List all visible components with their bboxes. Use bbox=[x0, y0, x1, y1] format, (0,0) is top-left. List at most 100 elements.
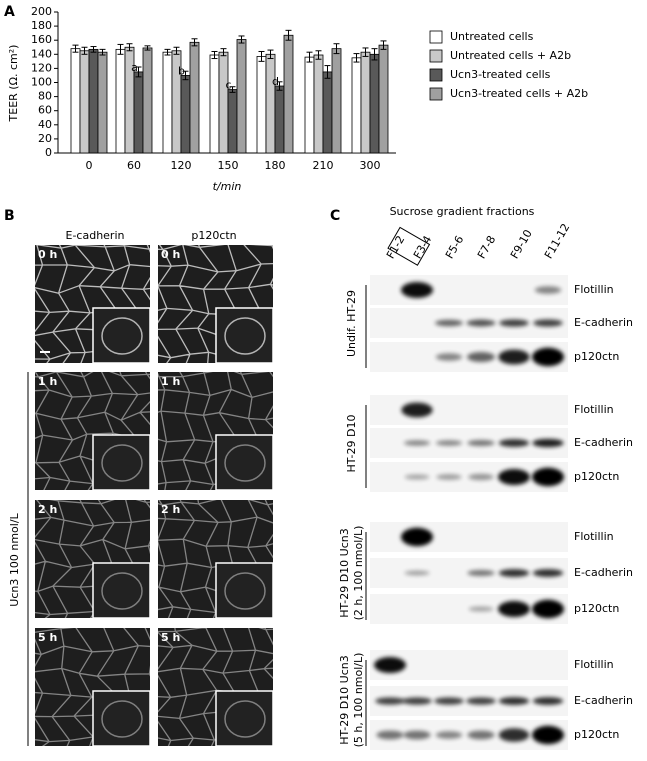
error-bar bbox=[267, 49, 274, 60]
protein-label: p120ctn bbox=[574, 470, 619, 483]
protein-label: Flotillin bbox=[574, 283, 614, 296]
y-tick-label: 200 bbox=[31, 5, 52, 18]
inset-cell bbox=[224, 572, 266, 610]
error-bar bbox=[81, 46, 88, 55]
micrograph bbox=[35, 500, 150, 618]
fraction-label: F11-12 bbox=[542, 221, 572, 261]
micrograph bbox=[158, 500, 273, 618]
time-label: 2 h bbox=[38, 503, 57, 516]
inset-cell bbox=[101, 572, 143, 610]
cell-borders bbox=[158, 628, 273, 746]
y-tick-label: 140 bbox=[31, 47, 52, 60]
fraction-label: F9-10 bbox=[508, 227, 535, 261]
fraction-box bbox=[387, 226, 431, 266]
time-label: 2 h bbox=[161, 503, 180, 516]
y-tick-label: 40 bbox=[38, 118, 52, 131]
x-tick-label: 210 bbox=[313, 159, 334, 172]
bar bbox=[133, 71, 144, 154]
y-tick-label: 160 bbox=[31, 33, 52, 46]
bar bbox=[351, 57, 362, 154]
error-bar bbox=[135, 66, 142, 78]
bar bbox=[304, 56, 315, 154]
y-tick-label: 100 bbox=[31, 76, 52, 89]
band bbox=[404, 474, 430, 480]
bar bbox=[142, 47, 153, 154]
bar bbox=[331, 48, 342, 154]
blots: F1-2 F3-4 F5-6 F7-8 F9-10 F11-12FlotillinE-ca… bbox=[338, 221, 633, 750]
band bbox=[435, 440, 463, 446]
band bbox=[466, 697, 496, 705]
y-tick-label: 180 bbox=[31, 19, 52, 32]
band bbox=[533, 319, 563, 327]
cell-borders bbox=[35, 628, 150, 746]
time-label: 0 h bbox=[161, 248, 180, 261]
band bbox=[401, 402, 433, 418]
x-tick-label: 60 bbox=[127, 159, 141, 172]
legend-swatch bbox=[429, 49, 443, 63]
bar bbox=[115, 48, 126, 154]
protein-label: E-cadherin bbox=[574, 316, 633, 329]
error-bar bbox=[276, 81, 283, 91]
band bbox=[435, 731, 463, 739]
y-tick-label: 20 bbox=[38, 132, 52, 145]
band bbox=[434, 697, 464, 705]
band bbox=[403, 440, 431, 446]
error-bar bbox=[229, 86, 236, 93]
blot-title: Sucrose gradient fractions bbox=[390, 205, 535, 218]
band bbox=[467, 570, 495, 576]
band bbox=[436, 474, 462, 480]
band bbox=[468, 606, 494, 612]
band bbox=[401, 282, 433, 298]
bar bbox=[162, 51, 173, 154]
bar bbox=[283, 34, 294, 154]
band bbox=[375, 697, 405, 705]
error-bar bbox=[144, 45, 151, 51]
cell-borders bbox=[158, 372, 273, 490]
protein-label: p120ctn bbox=[574, 350, 619, 363]
band bbox=[532, 467, 564, 487]
error-bar bbox=[72, 44, 79, 53]
bar bbox=[209, 54, 220, 154]
band bbox=[466, 319, 496, 327]
x-tick-label: 180 bbox=[265, 159, 286, 172]
error-bar bbox=[238, 35, 245, 44]
legend-swatch bbox=[429, 30, 443, 44]
bar bbox=[218, 51, 229, 154]
protein-label: Flotillin bbox=[574, 658, 614, 671]
blot-strip bbox=[370, 522, 568, 552]
x-axis-label: t/min bbox=[213, 180, 242, 193]
bar bbox=[322, 71, 333, 154]
inset-cell bbox=[101, 317, 143, 355]
band bbox=[498, 601, 530, 617]
bar bbox=[236, 39, 247, 154]
inset-cell bbox=[101, 700, 143, 738]
micrograph bbox=[158, 628, 273, 746]
time-label: 5 h bbox=[38, 631, 57, 644]
cell-borders bbox=[158, 245, 273, 363]
protein-label: p120ctn bbox=[574, 728, 619, 741]
treatment-label: Ucn3 100 nmol/L bbox=[8, 512, 21, 606]
error-bar bbox=[99, 48, 106, 56]
band bbox=[467, 730, 495, 740]
protein-label: p120ctn bbox=[574, 602, 619, 615]
bar bbox=[369, 53, 380, 154]
micrograph bbox=[35, 245, 150, 363]
significance-letter: c bbox=[225, 79, 231, 92]
band bbox=[532, 697, 564, 705]
bar bbox=[265, 53, 276, 154]
bar bbox=[70, 48, 81, 154]
bar bbox=[378, 44, 389, 154]
error-bar bbox=[258, 50, 265, 62]
error-bar bbox=[285, 29, 292, 41]
fraction-label: F5-6 bbox=[443, 233, 466, 261]
significance-letter: d bbox=[272, 75, 279, 88]
bar bbox=[227, 89, 238, 154]
inset-cell bbox=[101, 444, 143, 482]
error-bar bbox=[126, 43, 133, 52]
error-bar bbox=[353, 53, 360, 63]
error-bar bbox=[164, 48, 171, 56]
band bbox=[376, 730, 404, 740]
error-bar bbox=[333, 43, 340, 55]
bar bbox=[180, 75, 191, 154]
column-header: p120ctn bbox=[191, 229, 236, 242]
